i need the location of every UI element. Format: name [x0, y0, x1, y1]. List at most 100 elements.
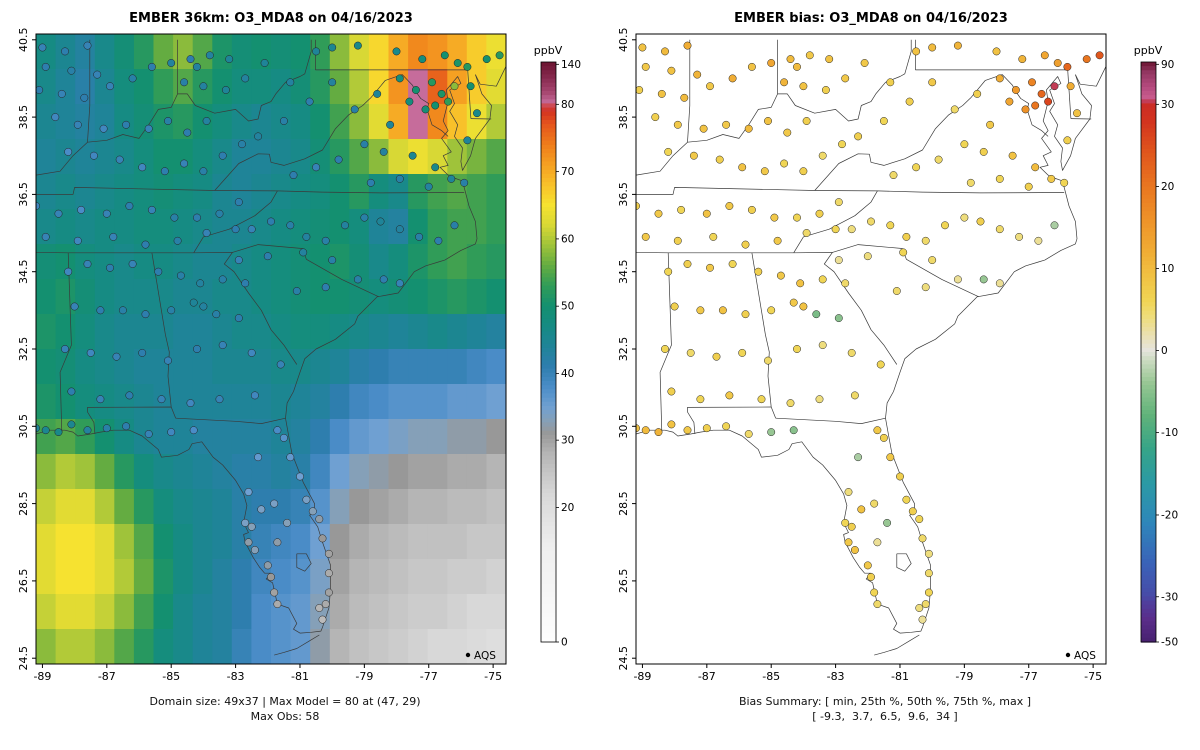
station-dot [899, 248, 908, 257]
colorbar-swatch [1141, 107, 1156, 113]
heatmap-cell [368, 419, 389, 455]
colorbar-swatch [541, 397, 556, 403]
bias-colorbar-title: ppbV [1134, 44, 1163, 57]
colorbar-swatch [1141, 389, 1156, 394]
bias-caption-summary: Bias Summary: [ min, 25th %, 50th %, 75t… [738, 695, 1032, 708]
station-dot [857, 505, 866, 514]
state-borders [36, 39, 506, 656]
station-dot [167, 428, 176, 437]
station-dot [802, 229, 811, 237]
heatmap-cell [153, 69, 174, 105]
heatmap-cell [212, 209, 233, 245]
bias-plot: -89 -87 -85 -83 -81 -79 -77 -75 24.5 26.5 28.5 30.5… [617, 28, 1178, 683]
heatmap-cell [114, 139, 135, 175]
colorbar-swatch [1141, 165, 1156, 171]
colorbar-swatch [1141, 550, 1156, 556]
heatmap-cell [173, 559, 194, 595]
station-dot [934, 155, 943, 164]
colorbar-swatch [541, 219, 556, 225]
colorbar-swatch [1141, 596, 1156, 602]
station-dot [905, 97, 914, 106]
station-dot [879, 433, 888, 442]
heatmap-cell [173, 279, 194, 315]
station-dot [924, 588, 933, 597]
heatmap-cell [466, 244, 487, 280]
heatmap-cell [408, 244, 429, 280]
heatmap-cell [329, 69, 350, 105]
station-dot [395, 225, 404, 234]
heatmap-cell [55, 104, 76, 140]
station-dot [636, 86, 644, 94]
heatmap-cell [349, 174, 370, 210]
colorbar-swatch [1141, 376, 1156, 382]
colorbar-swatch [1141, 215, 1156, 220]
heatmap-cell [94, 104, 115, 140]
heatmap-cell [408, 139, 429, 175]
border-ky_tn [36, 187, 215, 195]
station-dot [1047, 174, 1056, 183]
heatmap-cell [212, 244, 233, 280]
station-dot [215, 395, 224, 404]
heatmap-cell [133, 384, 154, 420]
station-dot [453, 59, 462, 67]
heatmap-cell [271, 489, 291, 525]
station-dot [918, 615, 927, 624]
colorbar-swatch [541, 381, 556, 386]
bias-panel: -89 -87 -85 -83 -81 -79 -77 -75 24.5 26.5 28.5 30.5… [600, 4, 1200, 724]
heatmap-cell [75, 279, 96, 315]
heatmap-cell [310, 314, 331, 350]
station-dot [164, 356, 172, 365]
station-dot [992, 47, 1001, 56]
heatmap-cell [133, 209, 154, 245]
station-dot [728, 260, 737, 268]
heatmap-cell [212, 524, 233, 560]
heatmap-cell [486, 559, 506, 595]
colorbar-swatch [541, 314, 556, 320]
heatmap-cell [153, 349, 174, 385]
station-dot [1034, 236, 1043, 245]
border-al_ms [59, 252, 72, 433]
heatmap-cell [192, 419, 213, 455]
station-dot [976, 217, 985, 226]
heatmap-cell [408, 34, 429, 70]
heatmap-cell [251, 384, 272, 420]
heatmap-cell [133, 314, 154, 350]
heatmap-cell [231, 209, 252, 245]
heatmap-cell [290, 419, 311, 455]
station-dot [834, 198, 843, 207]
x-tick-label: -89 [633, 670, 651, 683]
station-dot [193, 62, 201, 71]
colorbar-swatch [1141, 281, 1156, 287]
border-nc_sc [793, 244, 979, 298]
station-dot [867, 573, 875, 581]
station-dot [918, 534, 927, 543]
heatmap-cell [349, 244, 370, 280]
y-tick-label: 36.5 [617, 182, 630, 207]
colorbar-swatch [541, 385, 556, 390]
station-dot [315, 515, 324, 524]
heatmap-cell [466, 139, 487, 175]
station-dot [722, 120, 731, 129]
colorbar-swatch [541, 376, 556, 382]
station-dot [199, 82, 208, 91]
heatmap-cell [251, 209, 272, 245]
station-dot [254, 132, 263, 141]
station-dot [93, 70, 102, 79]
heatmap-cell [114, 314, 135, 350]
station-dot [844, 488, 853, 496]
heatmap-cell [271, 314, 291, 350]
heatmap-cell [466, 174, 487, 210]
colorbar-swatch [1141, 244, 1156, 249]
heatmap-cell [290, 349, 311, 385]
station-dot [241, 74, 250, 83]
colorbar-frame [540, 61, 557, 643]
colorbar-swatch [541, 240, 556, 245]
station-dot [141, 310, 150, 319]
station-dot [186, 55, 195, 64]
heatmap-cell [192, 314, 213, 350]
station-dot [463, 62, 472, 71]
heatmap-cell [192, 629, 213, 664]
station-dot [199, 167, 208, 176]
border-il_in [87, 39, 91, 143]
station-dot [706, 82, 714, 91]
